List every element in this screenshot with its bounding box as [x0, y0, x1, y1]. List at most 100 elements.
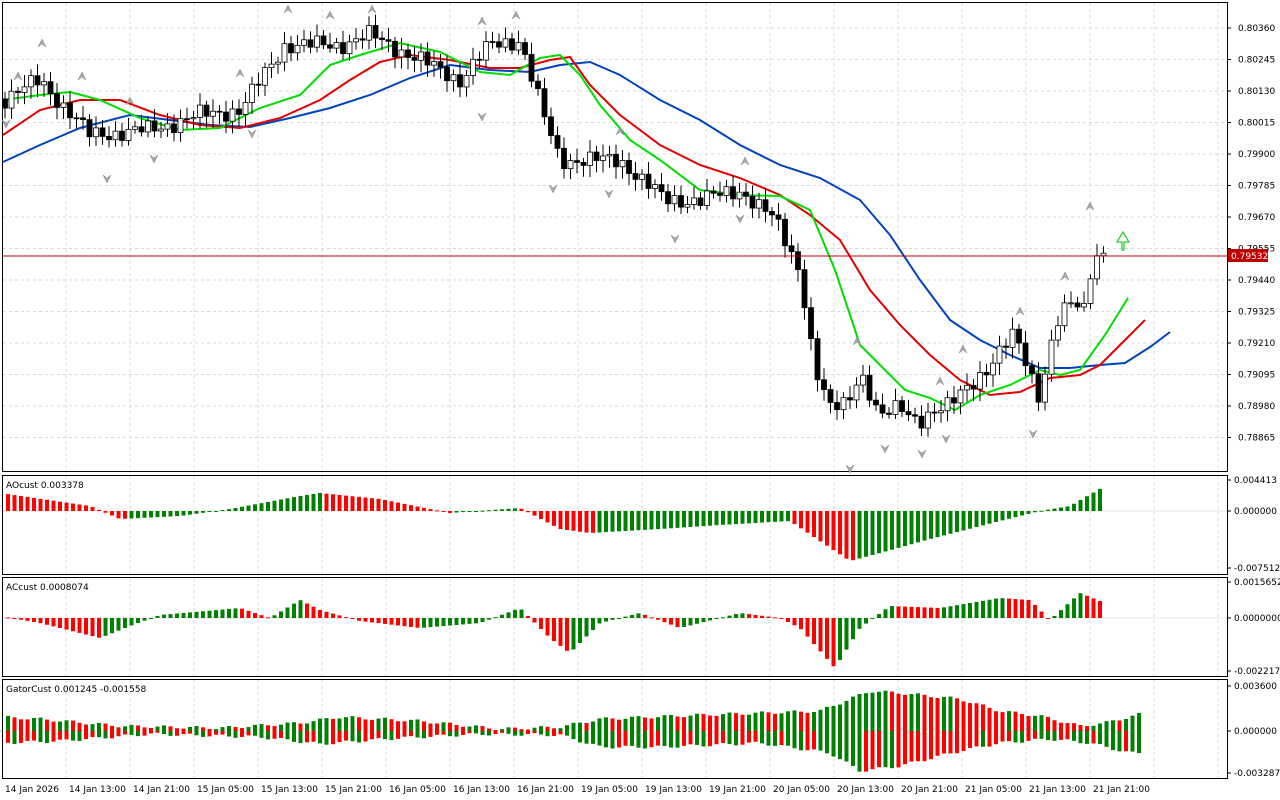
gator-down-bar: [110, 731, 114, 739]
gator-down-bar: [402, 731, 407, 737]
time-tick-label: 21 Jan 05:00: [965, 785, 1022, 795]
gator-down-bar: [857, 731, 862, 772]
ao-histogram: [6, 488, 1102, 561]
histogram-bar: [1026, 511, 1031, 514]
histogram-bar: [175, 613, 179, 618]
gator-down-bar: [259, 731, 264, 738]
gator-down-bar: [136, 731, 140, 737]
histogram-bar: [1098, 488, 1102, 511]
gator-up-bar: [370, 719, 374, 731]
gator-up-bar: [1078, 725, 1083, 731]
candle: [502, 27, 509, 53]
ac-indicator-panel[interactable]: ACcust 0.0008074 0.0015652 0.0000000 -0.00…: [2, 577, 1280, 678]
gator-down-bar: [506, 731, 511, 734]
gator-down-bar: [51, 731, 56, 742]
gator-down-bar: [643, 731, 647, 749]
candle: [171, 114, 177, 142]
gator-down-bar: [370, 731, 374, 740]
histogram-bar: [331, 613, 335, 618]
candle: [164, 113, 171, 137]
fractal-markers: [1, 4, 1095, 474]
candle: [450, 69, 457, 92]
candle: [580, 158, 587, 177]
gator-down-bar: [233, 731, 238, 738]
gator-down-bar: [942, 731, 946, 754]
gator-up-bar: [727, 712, 732, 731]
gator-down-bar: [1072, 731, 1076, 741]
candle: [1048, 329, 1055, 382]
histogram-bar: [617, 511, 621, 532]
gator-down-bar: [682, 731, 686, 746]
gator-up-bar: [831, 705, 836, 731]
gator-down-bar: [77, 731, 82, 741]
candle: [983, 363, 990, 387]
gator-indicator-panel[interactable]: GatorCust 0.001245 -0.001558 0.0036000.0…: [2, 679, 1280, 780]
gator-up-bar: [623, 718, 628, 731]
gator-up-bar: [162, 725, 166, 731]
gator-up-bar: [753, 712, 758, 731]
gator-up-bar: [760, 711, 764, 731]
candle: [769, 207, 775, 227]
ac-panel-frame: [2, 577, 1228, 677]
candle: [424, 42, 431, 78]
candle: [574, 148, 580, 174]
gator-up-bar: [883, 690, 888, 731]
histogram-bar: [58, 501, 62, 511]
histogram-bar: [805, 618, 810, 637]
candle: [1055, 315, 1061, 347]
main-price-panel[interactable]: 0.80360 0.80245 0.80130 0.80015 0.79900 0.797…: [1, 2, 1275, 474]
gator-down-bar: [701, 731, 706, 747]
candle: [203, 100, 210, 128]
histogram-bar: [500, 509, 504, 511]
candle: [470, 47, 476, 85]
histogram-bar: [786, 618, 790, 622]
gator-up-bar: [123, 726, 127, 731]
gator-down-bar: [272, 731, 277, 739]
gator-down-bar: [818, 731, 823, 751]
histogram-bar: [71, 503, 75, 511]
gator-up-bar: [773, 713, 777, 731]
gator-down-bar: [90, 731, 95, 738]
gator-down-bar: [155, 731, 160, 733]
gator-up-bar: [688, 715, 693, 731]
candle: [340, 30, 346, 60]
candle: [73, 112, 80, 129]
ao-indicator-panel[interactable]: AOcust 0.003378 0.004413 0.000000 -0.00751…: [2, 475, 1280, 575]
histogram-bar: [526, 616, 530, 618]
gator-down-bar: [519, 731, 524, 736]
time-tick-label: 19 Jan 21:00: [709, 785, 766, 795]
gator-up-bar: [922, 694, 927, 731]
gator-down-bar: [896, 731, 901, 768]
time-tick-label: 21 Jan 13:00: [1029, 785, 1086, 795]
gator-up-bar: [487, 728, 491, 731]
histogram-bar: [500, 614, 504, 618]
histogram-bar: [851, 618, 855, 640]
gator-up-bar: [285, 722, 290, 731]
histogram-bar: [545, 511, 550, 523]
histogram-bar: [558, 618, 563, 646]
gator-up-bar: [974, 703, 979, 731]
gator-up-bar: [110, 725, 114, 731]
gator-down-bar: [71, 731, 75, 741]
histogram-bar: [1091, 598, 1096, 618]
histogram-bar: [155, 511, 160, 518]
histogram-bar: [110, 618, 114, 634]
candle: [366, 16, 372, 50]
histogram-bar: [994, 511, 998, 523]
gator-down-bar: [175, 731, 179, 736]
candle: [892, 388, 899, 419]
candle: [684, 196, 691, 214]
histogram-bar: [987, 511, 992, 524]
gator-down-bar: [103, 731, 108, 739]
histogram-bar: [1091, 492, 1096, 511]
buy-arrow-icon[interactable]: [1115, 230, 1131, 251]
histogram-bar: [6, 494, 10, 511]
gator-down-bar: [1026, 731, 1031, 741]
fractal-down-icon: [149, 154, 159, 164]
gator-down-bar: [149, 731, 153, 734]
candlesticks[interactable]: [2, 14, 1107, 437]
histogram-bar: [1059, 507, 1063, 511]
histogram-bar: [610, 511, 615, 532]
price-tick-label: 0.79900: [1238, 150, 1275, 160]
